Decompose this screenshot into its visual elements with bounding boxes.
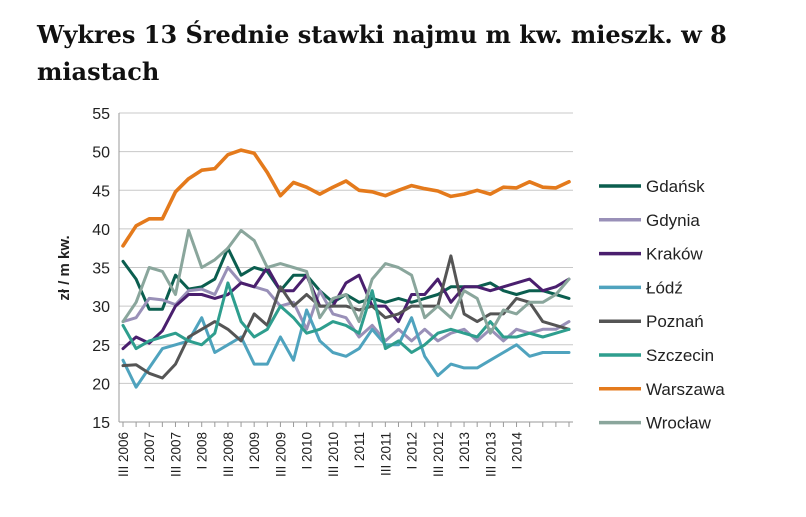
y-tick-label: 30 <box>92 299 110 316</box>
x-tick-label: I 2007 <box>142 432 157 470</box>
series-line-0 <box>121 246 571 311</box>
y-tick-label: 35 <box>92 261 110 278</box>
series-line-2 <box>121 266 571 351</box>
x-tick-label: III 2009 <box>273 432 288 477</box>
legend-label: Łódź <box>646 278 683 297</box>
legend-label: Kraków <box>646 245 703 264</box>
x-tick-label: I 2014 <box>510 432 525 470</box>
series-lines <box>121 148 571 389</box>
grid-lines <box>119 112 573 423</box>
legend-label: Poznań <box>646 312 704 331</box>
x-tick-label: III 2008 <box>221 432 236 477</box>
x-tick-label: III 2011 <box>378 432 393 476</box>
legend-label: Gdynia <box>646 211 700 230</box>
y-tick-label: 45 <box>92 183 110 200</box>
y-tick-label: 25 <box>92 338 110 355</box>
y-tick-label: 40 <box>92 222 110 239</box>
series-line-1 <box>121 266 571 343</box>
x-tick-label: I 2013 <box>457 432 472 470</box>
y-tick-label: 50 <box>92 145 110 162</box>
x-axis: III 2006 I 2007 III 2007 I 2008 III 2008 I 20… <box>116 113 573 477</box>
x-tick-label: III 2007 <box>168 432 183 477</box>
legend: Gdańsk Gdynia Kraków Łódź Poznań Szczecin Wars… <box>599 177 725 433</box>
x-tick-label: I 2010 <box>300 432 315 470</box>
y-tick-label: 20 <box>92 376 110 393</box>
y-axis-label: zł / m kw. <box>56 235 73 300</box>
legend-label: Warszawa <box>646 380 725 399</box>
x-tick-label: I 2012 <box>405 432 420 470</box>
x-tick-label: I 2011 <box>352 432 367 469</box>
legend-label: Szczecin <box>646 346 714 365</box>
x-tick-label: III 2013 <box>483 432 498 477</box>
x-tick-label: I 2009 <box>247 432 262 470</box>
series-line-3 <box>121 308 571 389</box>
x-tick-label: III 2012 <box>431 432 446 477</box>
legend-label: Wrocław <box>646 414 712 433</box>
legend-label: Gdańsk <box>646 177 705 196</box>
y-tick-label: 55 <box>92 106 110 123</box>
y-axis-ticks: 15 20 25 30 35 40 45 50 55 <box>92 106 110 432</box>
series-line-4 <box>121 254 571 380</box>
y-tick-label: 15 <box>92 415 110 432</box>
x-tick-label: III 2010 <box>326 432 341 477</box>
series-line-6 <box>121 148 571 248</box>
series-line-7 <box>121 228 571 335</box>
chart-title: Wykres 13 Średnie stawki najmu m kw. mie… <box>37 20 727 86</box>
x-tick-label: I 2008 <box>195 432 210 470</box>
x-tick-label: III 2006 <box>116 432 131 477</box>
